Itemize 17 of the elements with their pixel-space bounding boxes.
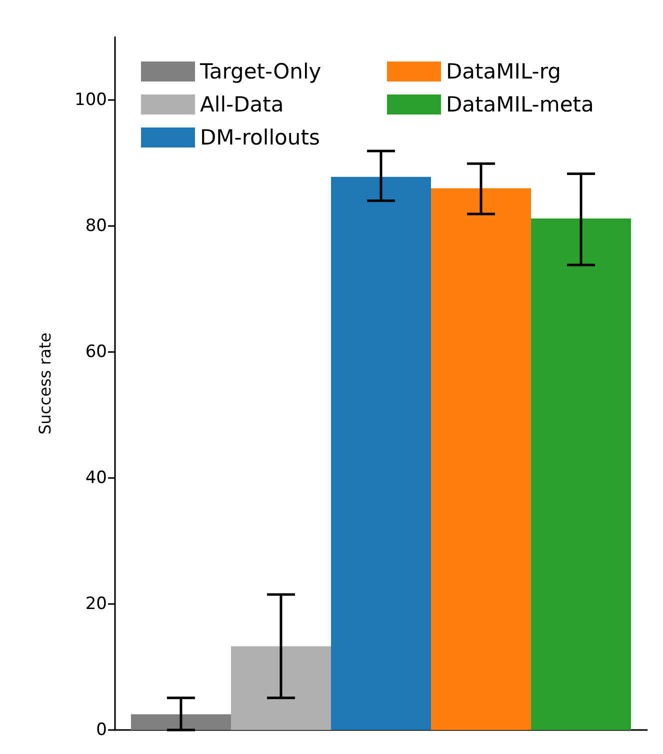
legend-label: DataMIL-rg (446, 60, 561, 84)
bar (130, 714, 231, 730)
legend-label: All-Data (200, 92, 284, 116)
y-axis-title: Success rate (36, 332, 54, 434)
y-tick-label: 80 (85, 216, 107, 236)
legend-label: DataMIL-meta (446, 92, 594, 116)
legend-label: DM-rollouts (200, 126, 320, 150)
bar (330, 176, 432, 730)
y-tick-label: 40 (85, 468, 107, 488)
bar (431, 188, 532, 730)
legend-label: Target-Only (199, 60, 322, 84)
bar (531, 218, 632, 730)
y-tick-label: 0 (96, 720, 107, 740)
y-tick-label: 20 (85, 594, 107, 614)
y-tick-label: 100 (74, 90, 107, 110)
y-tick-label: 60 (85, 342, 107, 362)
bar (230, 646, 331, 730)
